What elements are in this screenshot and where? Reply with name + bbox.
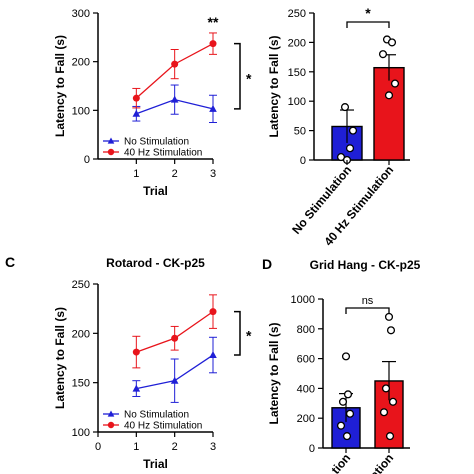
individual-data-point	[340, 103, 350, 112]
y-tick-label: 150	[288, 67, 306, 79]
panel-title: Rotarod - CK-p25	[106, 256, 205, 270]
y-tick-label: 1000	[291, 294, 315, 306]
y-tick-label: 100	[72, 427, 90, 439]
individual-data-point	[385, 432, 395, 441]
individual-data-point	[378, 50, 388, 59]
legend-label: 40 Hz Stimulation	[124, 421, 202, 432]
significance-ns: ns	[362, 295, 374, 307]
y-axis-title: Latency to Fall (s)	[267, 322, 281, 424]
individual-data-point	[343, 390, 353, 399]
data-point-triangle	[170, 95, 179, 103]
panel-c-rotarod-ck-p25-line-chart: C Rotarod - CK-p25 100 150 200 250 0 1 2 3 Trial La…	[5, 254, 252, 471]
individual-data-point	[341, 352, 351, 361]
y-tick-label: 0	[309, 443, 315, 455]
legend-marker-circle	[107, 421, 115, 429]
x-axis-title: Trial	[143, 457, 168, 471]
significance-stars: **	[208, 14, 219, 30]
individual-data-point	[345, 144, 355, 153]
x-tick-label: 1	[133, 441, 139, 453]
x-tick-label: 3	[210, 441, 216, 453]
individual-data-point	[381, 384, 391, 393]
x-tick-label: 2	[172, 168, 178, 180]
data-point-circle	[209, 40, 217, 48]
y-tick-label: 600	[297, 354, 315, 366]
significance-star: *	[246, 70, 252, 86]
individual-data-point	[390, 79, 400, 88]
panel-a-rotarod-line-chart: 0 100 200 300 1 2 3 Trial Latency to Fall (s) No …	[53, 8, 252, 198]
legend-marker-triangle	[107, 137, 115, 144]
x-axis-title: Trial	[143, 184, 168, 198]
data-point-triangle	[170, 376, 179, 384]
significance-bracket	[346, 21, 390, 28]
y-tick-label: 800	[297, 324, 315, 336]
bar-40hz-stimulation	[373, 66, 405, 161]
y-tick-label: 250	[72, 279, 90, 291]
y-tick-label: 250	[288, 8, 306, 20]
individual-data-point	[388, 397, 398, 406]
legend-label: No Stimulation	[124, 410, 189, 421]
individual-data-point	[384, 91, 394, 100]
data-point-triangle	[132, 109, 141, 117]
data-point-triangle	[132, 384, 141, 392]
significance-star: *	[246, 327, 252, 343]
significance-bracket	[234, 42, 241, 110]
x-category-label: ation	[367, 451, 396, 474]
individual-data-point	[338, 397, 348, 406]
panel-letter: C	[5, 254, 15, 270]
y-tick-label: 50	[294, 126, 306, 138]
panel-d-grid-hang-ck-p25-bar-chart: D Grid Hang - CK-p25 0 200 400 600 800 1000 Late…	[262, 256, 421, 474]
y-tick-label: 100	[288, 96, 306, 108]
significance-bracket	[345, 307, 390, 314]
legend-label: 40 Hz Stimulation	[124, 148, 202, 159]
data-point-triangle	[209, 104, 217, 112]
individual-data-point	[384, 312, 394, 321]
x-tick-label: 1	[133, 168, 139, 180]
data-point-circle	[171, 60, 179, 68]
individual-data-point	[336, 421, 346, 430]
x-tick-label: 0	[95, 441, 101, 453]
y-tick-label: 0	[84, 154, 90, 166]
y-axis-title: Latency to Fall (s)	[267, 35, 281, 137]
individual-data-point	[342, 432, 352, 441]
panel-letter: D	[262, 256, 272, 272]
x-tick-label: 2	[172, 441, 178, 453]
individual-data-point	[379, 408, 389, 417]
data-point-circle	[209, 308, 217, 316]
y-tick-label: 200	[297, 413, 315, 425]
x-category-label: tion	[328, 451, 353, 474]
legend-marker-triangle	[107, 410, 115, 417]
data-point-circle	[132, 348, 140, 356]
significance-bracket	[234, 310, 241, 356]
legend-label: No Stimulation	[124, 137, 189, 148]
individual-data-point	[345, 409, 355, 418]
panel-title: Grid Hang - CK-p25	[310, 258, 421, 272]
y-tick-label: 300	[72, 8, 90, 20]
y-axis-title: Latency to Fall (s)	[53, 35, 67, 137]
data-point-circle	[132, 94, 140, 102]
data-point-circle	[171, 334, 179, 342]
y-tick-label: 200	[72, 57, 90, 69]
legend-marker-circle	[107, 148, 115, 156]
y-tick-label: 150	[72, 378, 90, 390]
y-tick-label: 200	[72, 328, 90, 340]
individual-data-point	[386, 326, 396, 335]
y-tick-label: 200	[288, 37, 306, 49]
x-tick-label: 3	[210, 168, 216, 180]
y-tick-label: 100	[72, 105, 90, 117]
y-tick-label: 400	[297, 383, 315, 395]
y-axis-title: Latency to Fall (s)	[53, 307, 67, 409]
data-point-triangle	[209, 351, 217, 359]
individual-data-point	[348, 126, 358, 135]
y-tick-label: 0	[300, 155, 306, 167]
individual-data-point	[387, 38, 397, 47]
significance-star: *	[365, 5, 371, 21]
